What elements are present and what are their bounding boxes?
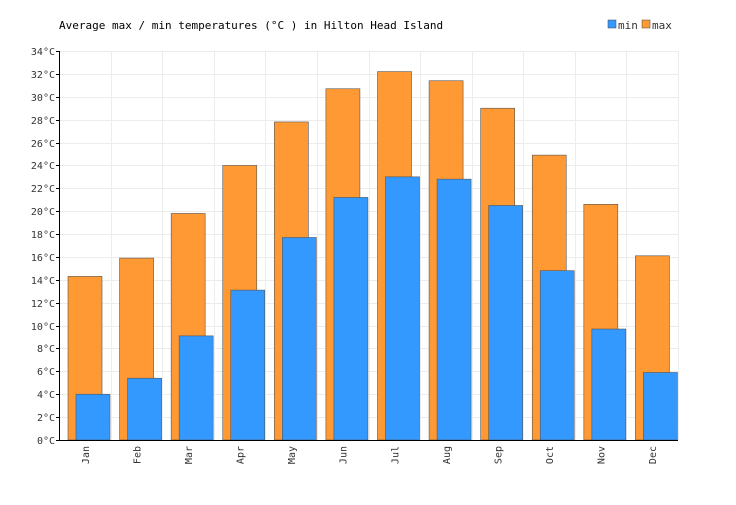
- x-tick-label: Jun: [339, 446, 350, 464]
- x-tick-label: Aug: [442, 446, 453, 464]
- x-tick-label: Feb: [132, 446, 143, 464]
- chart-title: Average max / min temperatures (°C ) in …: [59, 19, 443, 32]
- x-tick-label: Dec: [648, 446, 659, 464]
- legend-label-min: min: [618, 19, 638, 32]
- y-tick-label: 4°C: [37, 390, 55, 401]
- y-tick-label: 10°C: [31, 322, 55, 333]
- y-tick-label: 2°C: [37, 413, 55, 424]
- bar-min-jan: [75, 393, 111, 441]
- y-tick-label: 20°C: [31, 207, 55, 218]
- bar-min-aug: [436, 178, 472, 441]
- grid-layer: [59, 51, 679, 440]
- bar-min-dec: [643, 372, 678, 441]
- bar-min-sep: [488, 205, 523, 441]
- x-tick-label: Apr: [236, 446, 247, 464]
- y-tick-label: 28°C: [31, 116, 55, 127]
- legend-swatch-max: [641, 19, 651, 29]
- x-tick-label: Oct: [545, 446, 556, 464]
- y-tick-label: 32°C: [31, 70, 55, 81]
- bar-min-oct: [539, 270, 575, 441]
- y-tick-label: 0°C: [37, 436, 55, 447]
- legend-swatch-min: [607, 19, 617, 29]
- y-tick-label: 16°C: [31, 253, 55, 264]
- y-tick-label: 30°C: [31, 93, 55, 104]
- bar-min-mar: [178, 335, 214, 441]
- x-tick-label: Jan: [81, 446, 92, 464]
- x-tick-label: May: [287, 446, 298, 464]
- legend-label-max: max: [652, 19, 672, 32]
- bar-min-jul: [385, 176, 420, 441]
- axis-layer: 0°C 2°C 4°C 6°C 8°C 10°C 12°C 14°C 16°C 18°C 20°C 2…: [31, 47, 678, 464]
- y-tick-label: 24°C: [31, 161, 55, 172]
- bar-min-jun: [333, 197, 369, 441]
- x-tick-label: Jul: [390, 446, 401, 464]
- y-tick-label: 14°C: [31, 276, 55, 287]
- bar-min-feb: [127, 377, 162, 441]
- bar-min-apr: [230, 289, 266, 441]
- bar-min-may: [282, 237, 317, 441]
- y-tick-label: 6°C: [37, 367, 55, 378]
- y-tick-label: 22°C: [31, 184, 55, 195]
- y-tick-label: 34°C: [31, 47, 55, 58]
- legend: min max: [607, 19, 672, 32]
- x-tick-label: Mar: [184, 446, 195, 464]
- bar-min-nov: [591, 328, 627, 441]
- y-tick-label: 8°C: [37, 344, 55, 355]
- x-tick-label: Nov: [597, 446, 608, 464]
- y-tick-label: 26°C: [31, 139, 55, 150]
- x-tick-label: Sep: [493, 446, 504, 464]
- y-tick-label: 12°C: [31, 299, 55, 310]
- bars-layer: [67, 71, 678, 441]
- y-tick-label: 18°C: [31, 230, 55, 241]
